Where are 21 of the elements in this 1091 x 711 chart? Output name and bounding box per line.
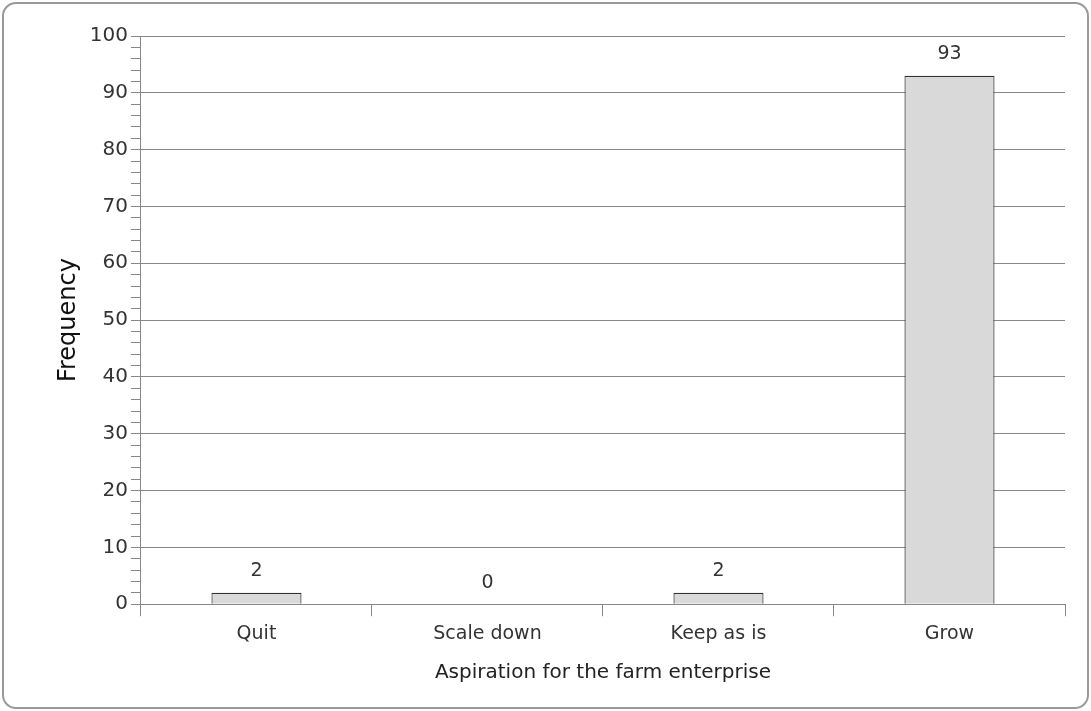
- data-label: 0: [481, 569, 494, 592]
- y-tick-label: 50: [102, 306, 128, 331]
- y-tick-label: 100: [89, 22, 128, 47]
- x-tick-label: Scale down: [433, 620, 542, 643]
- y-tick-label: 30: [102, 419, 128, 444]
- y-axis-title: Frequency: [52, 258, 81, 383]
- y-tick-label: 70: [102, 192, 128, 217]
- y-tick-label: 20: [102, 476, 128, 501]
- x-tick-label: Grow: [924, 620, 975, 643]
- x-axis-title: Aspiration for the farm enterprise: [434, 659, 772, 684]
- y-tick-label: 60: [102, 249, 128, 274]
- y-tick-label: 10: [102, 533, 128, 558]
- y-tick-label: 40: [102, 363, 128, 388]
- x-tick-label: Quit: [236, 620, 277, 643]
- data-label: 93: [937, 41, 962, 64]
- y-tick-label: 90: [102, 79, 128, 104]
- y-tick-label: 0: [115, 590, 128, 615]
- x-tick-label: Keep as is: [670, 620, 767, 643]
- data-label: 2: [250, 558, 263, 581]
- data-label: 2: [712, 558, 725, 581]
- y-tick-label: 80: [102, 135, 128, 160]
